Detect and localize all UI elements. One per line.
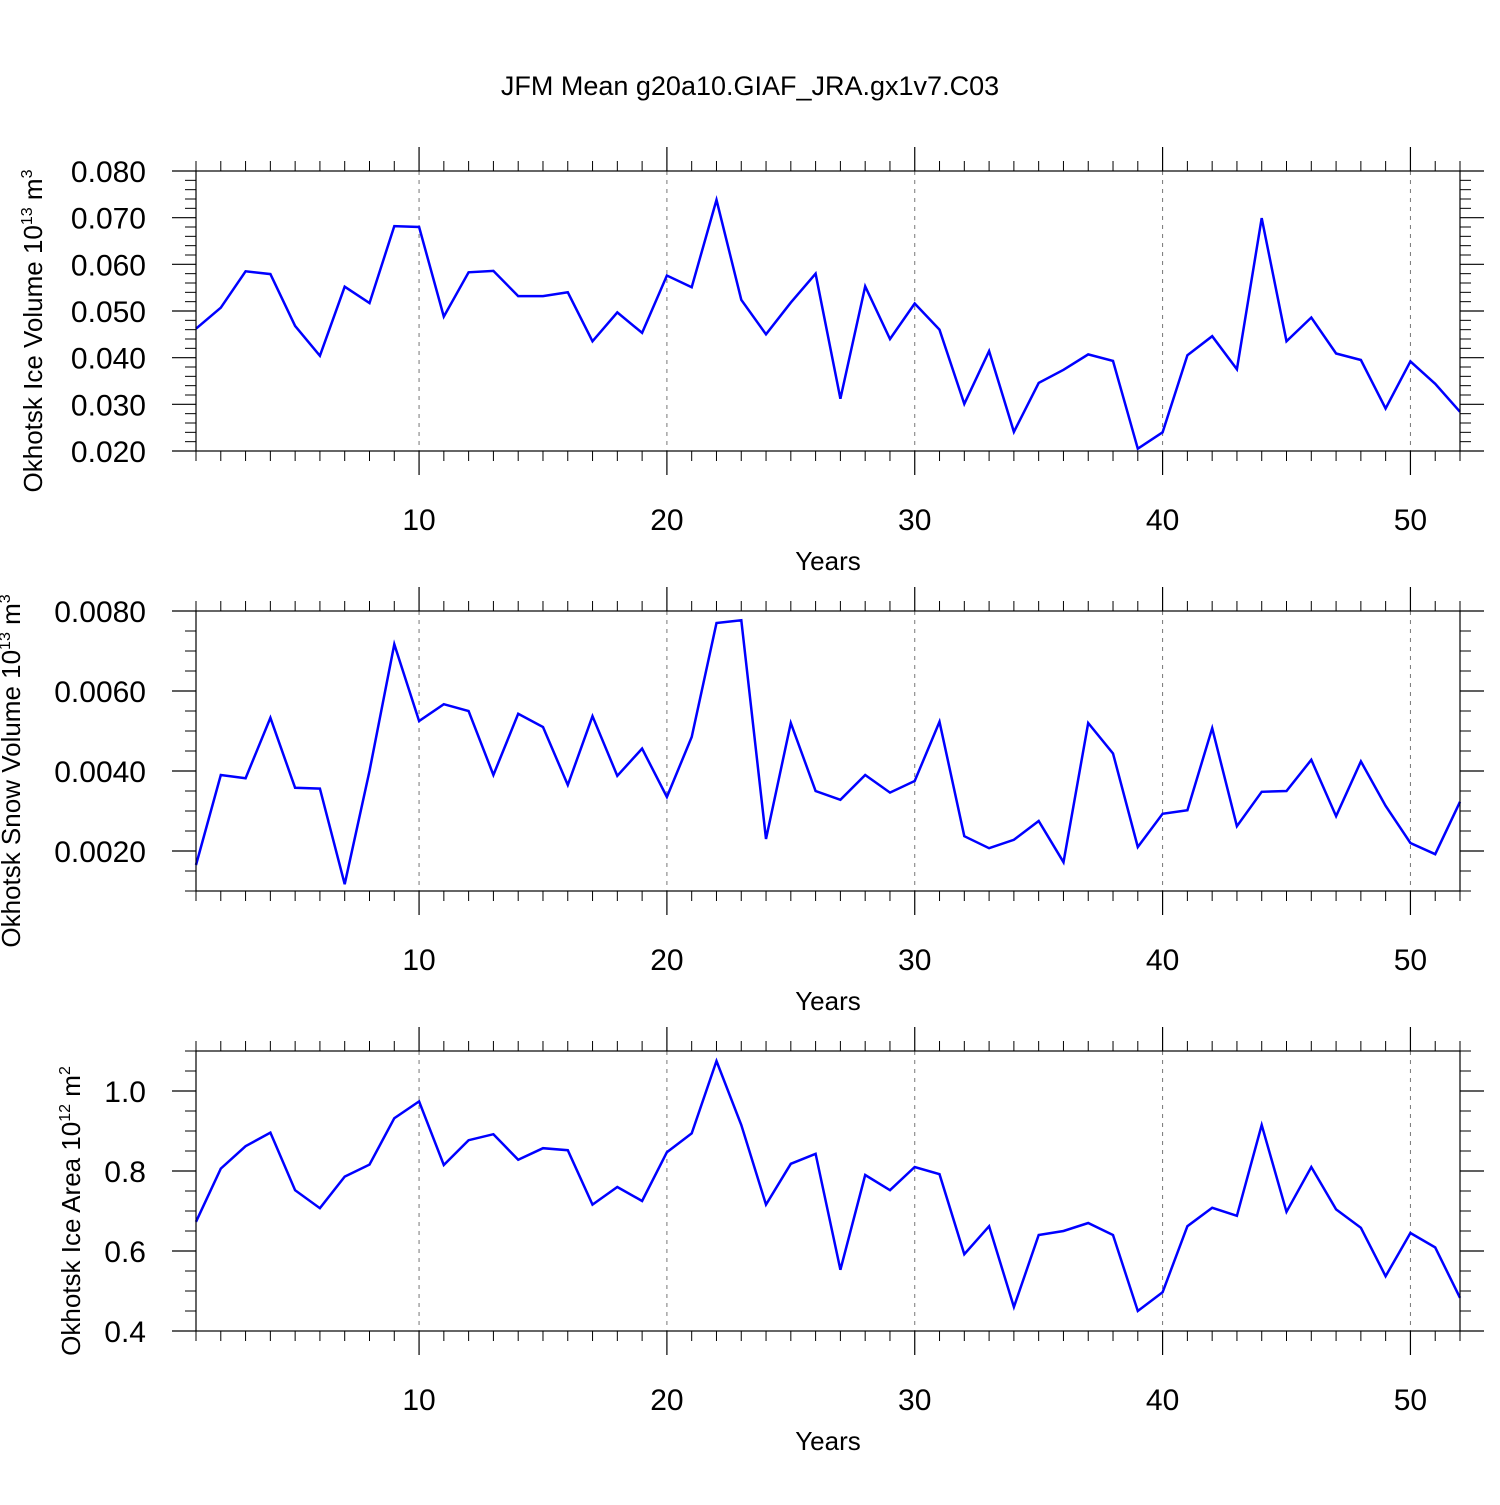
y-axis-label: Okhotsk Snow Volume 1013 m3 [0,594,26,947]
panel-3: 10 20 30 40 50 0.4 0.6 0.8 1.0 Years Okhotsk Ice A… [56,1027,1484,1456]
y-axis-label-unit-exponent: 2 [57,1066,74,1075]
x-axis-label: Years [795,1426,861,1456]
y-axis-label-exponent: 13 [0,632,14,650]
x-tick-label: 30 [898,1384,931,1417]
x-axis-label: Years [795,986,861,1016]
y-tick-label: 0.0040 [54,756,146,789]
x-tick-label: 20 [650,944,683,977]
x-tick-label: 30 [898,944,931,977]
y-tick-label: 0.080 [71,156,146,189]
y-tick-label: 0.6 [104,1236,146,1269]
x-tick-label: 10 [402,1384,435,1417]
series-line [194,618,1462,885]
y-tick-label: 0.040 [71,343,146,376]
x-tick-label: 20 [650,1384,683,1417]
y-tick-label: 0.030 [71,389,146,422]
y-axis-label-unit-exponent: 3 [0,594,14,603]
y-axis-label-text: Okhotsk Snow Volume 10 [0,650,26,948]
y-tick-label: 0.060 [71,249,146,282]
panel-1: 10 20 30 40 50 0.020 0.030 0.040 0.050 0.060 0.070… [18,147,1484,576]
y-tick-label: 0.4 [104,1316,146,1349]
y-tick-label: 0.020 [71,436,146,469]
y-tick-label: 0.0020 [54,836,146,869]
chart-title: JFM Mean g20a10.GIAF_JRA.gx1v7.C03 [501,71,999,101]
plot-frame [195,1050,1461,1332]
y-axis-label-text: Okhotsk Ice Volume 10 [18,225,48,492]
y-tick-label: 0.0080 [54,596,146,629]
x-tick-label: 50 [1394,944,1427,977]
y-tick-label: 0.0060 [54,676,146,709]
y-axis-label-unit: m [56,1075,86,1104]
x-axis-label: Years [795,546,861,576]
plot-frame [195,170,1461,452]
y-axis-label-unit: m [0,603,26,632]
series-line [194,1057,1462,1314]
y-tick-label: 0.050 [71,296,146,329]
y-axis-label-exponent: 12 [57,1104,74,1122]
plot-frame [195,610,1461,892]
y-tick-label: 0.8 [104,1156,146,1189]
y-axis-label: Okhotsk Ice Volume 1013 m3 [18,169,48,492]
x-tick-label: 20 [650,504,683,537]
series-line [195,195,1461,451]
x-tick-label: 50 [1394,504,1427,537]
y-axis-label-text: Okhotsk Ice Area 10 [56,1122,86,1356]
panel-2: 10 20 30 40 50 0.0020 0.0040 0.0060 0.0080 Years O… [0,587,1484,1016]
y-tick-label: 0.070 [71,203,146,236]
x-tick-label: 40 [1146,1384,1179,1417]
x-tick-label: 30 [898,504,931,537]
x-tick-label: 10 [402,504,435,537]
y-axis-label-unit-exponent: 3 [19,169,36,178]
x-tick-label: 50 [1394,1384,1427,1417]
y-tick-label: 1.0 [104,1076,146,1109]
y-axis-label: Okhotsk Ice Area 1012 m2 [56,1066,86,1356]
x-tick-label: 40 [1146,504,1179,537]
y-axis-label-exponent: 13 [19,207,36,225]
x-tick-label: 10 [402,944,435,977]
y-axis-label-unit: m [18,178,48,207]
x-tick-label: 40 [1146,944,1179,977]
